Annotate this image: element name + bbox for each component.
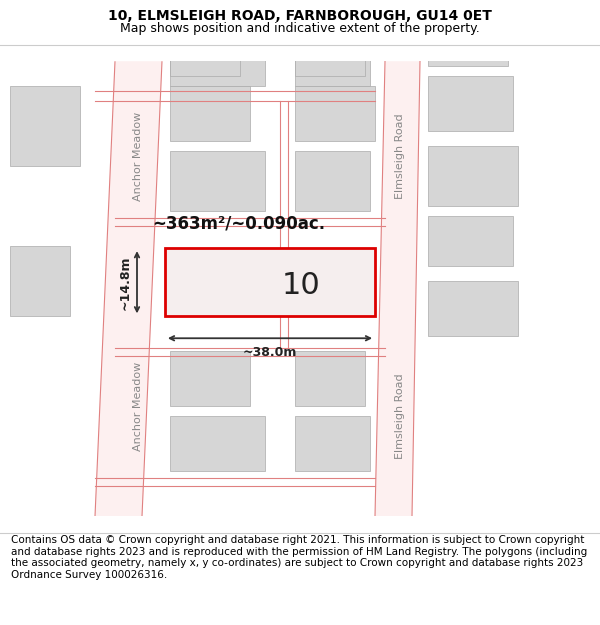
Bar <box>428 281 518 336</box>
Bar <box>295 151 370 211</box>
Bar <box>428 146 518 206</box>
Text: Map shows position and indicative extent of the property.: Map shows position and indicative extent… <box>120 22 480 35</box>
Bar <box>428 16 508 66</box>
Bar <box>10 246 70 316</box>
Text: ~14.8m: ~14.8m <box>119 255 132 309</box>
Text: Elmsleigh Road: Elmsleigh Road <box>395 373 405 459</box>
Text: 10, ELMSLEIGH ROAD, FARNBOROUGH, GU14 0ET: 10, ELMSLEIGH ROAD, FARNBOROUGH, GU14 0E… <box>108 9 492 23</box>
Text: ~38.0m: ~38.0m <box>243 346 297 359</box>
Text: ~363m²/~0.090ac.: ~363m²/~0.090ac. <box>152 214 325 232</box>
Bar <box>295 26 365 76</box>
Text: Contains OS data © Crown copyright and database right 2021. This information is : Contains OS data © Crown copyright and d… <box>11 535 587 580</box>
Bar <box>428 76 513 131</box>
Bar <box>170 351 250 406</box>
Text: Elmsleigh Road: Elmsleigh Road <box>395 114 405 199</box>
Bar <box>170 23 245 51</box>
Bar <box>170 416 265 471</box>
Polygon shape <box>95 61 162 516</box>
Polygon shape <box>375 61 420 516</box>
Bar <box>295 56 370 86</box>
Bar <box>165 248 375 316</box>
Text: 10: 10 <box>282 271 321 300</box>
Bar <box>170 56 265 86</box>
Text: Anchor Meadow: Anchor Meadow <box>133 362 143 451</box>
Text: Anchor Meadow: Anchor Meadow <box>133 112 143 201</box>
Bar <box>295 86 375 141</box>
Bar <box>295 416 370 471</box>
Bar <box>295 23 365 51</box>
Bar <box>170 151 265 211</box>
Bar <box>428 216 513 266</box>
Bar <box>170 26 240 76</box>
Bar <box>295 351 365 406</box>
Bar <box>170 86 250 141</box>
Bar <box>10 86 80 166</box>
